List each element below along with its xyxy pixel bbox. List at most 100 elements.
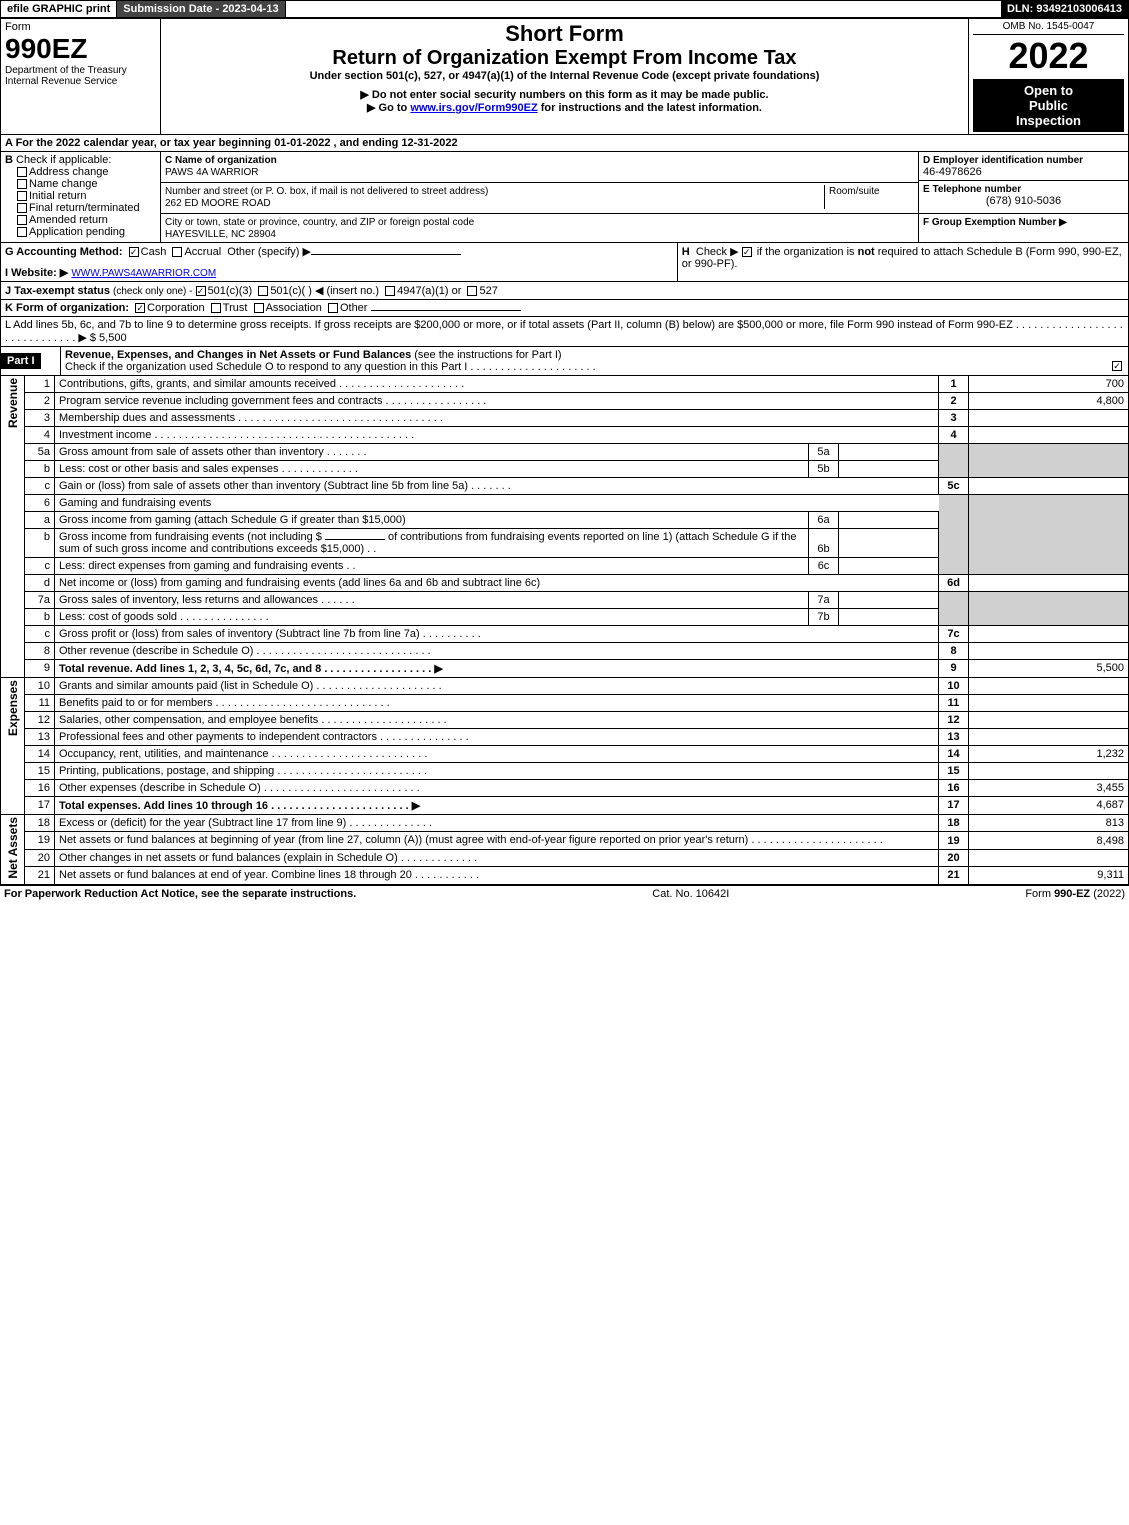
l15-txt: Printing, publications, postage, and shi… (55, 763, 939, 780)
chk-501c[interactable] (258, 286, 268, 296)
l17-box: 17 (939, 797, 969, 815)
l6c-no: c (25, 558, 55, 575)
chk-final[interactable] (17, 203, 27, 213)
street-label: Number and street (or P. O. box, if mail… (165, 186, 488, 197)
chk-4947[interactable] (385, 286, 395, 296)
l6b-amtsh (969, 529, 1129, 558)
l19-amt: 8,498 (969, 832, 1129, 849)
chk-addr[interactable] (17, 167, 27, 177)
l5a-txt: Gross amount from sale of assets other t… (55, 444, 809, 461)
chk-parti-o[interactable]: ✓ (1112, 361, 1122, 371)
l5a-sub: 5a (809, 444, 839, 461)
l15-box: 15 (939, 763, 969, 780)
l6c-sub: 6c (809, 558, 839, 575)
l3-no: 3 (25, 410, 55, 427)
footer-right-bold: 990-EZ (1054, 888, 1090, 900)
b-pending: Application pending (29, 226, 125, 238)
j-cinsert: ) ◀ (insert no.) (308, 285, 379, 297)
chk-trust[interactable] (211, 303, 221, 313)
l6d-txt: Net income or (loss) from gaming and fun… (55, 575, 939, 592)
l6c-amtsh (969, 558, 1129, 575)
footer-left: For Paperwork Reduction Act Notice, see … (4, 888, 356, 900)
l6-no: 6 (25, 495, 55, 512)
b-name: Name change (29, 178, 98, 190)
g-other-line[interactable] (311, 254, 461, 255)
l7a-subamt (839, 592, 939, 609)
l7c-amt (969, 626, 1129, 643)
l7b-boxsh (939, 609, 969, 626)
section-c-name: C Name of organization PAWS 4A WARRIOR (161, 152, 919, 182)
l7a-sub: 7a (809, 592, 839, 609)
l6b-subamt (839, 529, 939, 558)
form-number: 990EZ (5, 33, 156, 65)
l12-no: 12 (25, 712, 55, 729)
footer: For Paperwork Reduction Act Notice, see … (0, 885, 1129, 902)
l8-box: 8 (939, 643, 969, 660)
chk-amended[interactable] (17, 215, 27, 225)
b-label: B (5, 154, 13, 166)
l1-txt: Contributions, gifts, grants, and simila… (55, 376, 939, 393)
chk-initial[interactable] (17, 191, 27, 201)
l1-no: 1 (25, 376, 55, 393)
l9-box: 9 (939, 660, 969, 678)
j-527: 527 (479, 285, 497, 297)
l6c-boxsh (939, 558, 969, 575)
l7b-no: b (25, 609, 55, 626)
chk-pending[interactable] (17, 227, 27, 237)
l7b-subamt (839, 609, 939, 626)
k-other-line[interactable] (371, 310, 521, 311)
l6-boxsh (939, 495, 969, 512)
irs-link[interactable]: www.irs.gov/Form990EZ (410, 102, 537, 114)
l5a-no: 5a (25, 444, 55, 461)
phone-value: (678) 910-5036 (923, 195, 1124, 207)
l8-txt: Other revenue (describe in Schedule O) .… (55, 643, 939, 660)
l6a-txt: Gross income from gaming (attach Schedul… (55, 512, 809, 529)
l16-no: 16 (25, 780, 55, 797)
l8-no: 8 (25, 643, 55, 660)
k-other: Other (340, 302, 368, 314)
open3: Inspection (977, 113, 1120, 128)
chk-501c3[interactable]: ✓ (196, 286, 206, 296)
c-label: C Name of organization (165, 155, 277, 166)
chk-527[interactable] (467, 286, 477, 296)
chk-assoc[interactable] (254, 303, 264, 313)
k-trust: Trust (223, 302, 248, 314)
footer-mid: Cat. No. 10642I (652, 888, 729, 900)
l7b-sub: 7b (809, 609, 839, 626)
l7a-amtsh (969, 592, 1129, 609)
l20-no: 20 (25, 849, 55, 866)
l7c-txt: Gross profit or (loss) from sales of inv… (55, 626, 939, 643)
l17-no: 17 (25, 797, 55, 815)
l12-txt: Salaries, other compensation, and employ… (55, 712, 939, 729)
l8-amt (969, 643, 1129, 660)
l5c-box: 5c (939, 478, 969, 495)
chk-cash[interactable]: ✓ (129, 247, 139, 257)
part-i-header: Part I Revenue, Expenses, and Changes in… (0, 347, 1129, 376)
l14-box: 14 (939, 746, 969, 763)
l2-amt: 4,800 (969, 393, 1129, 410)
info-table: B Check if applicable: Address change Na… (0, 152, 1129, 243)
l2-no: 2 (25, 393, 55, 410)
l5c-txt: Gain or (loss) from sale of assets other… (55, 478, 939, 495)
chk-h[interactable]: ✓ (742, 247, 752, 257)
chk-name[interactable] (17, 179, 27, 189)
l6b-txt1: Gross income from fundraising events (no… (59, 531, 322, 543)
website-link[interactable]: WWW.PAWS4AWARRIOR.COM (71, 268, 216, 279)
d-label: D Employer identification number (923, 155, 1083, 166)
l15-no: 15 (25, 763, 55, 780)
chk-corp[interactable]: ✓ (135, 303, 145, 313)
l7a-boxsh (939, 592, 969, 609)
l6b-blank[interactable] (325, 539, 385, 540)
l5a-boxsh (939, 444, 969, 461)
l5a-subamt (839, 444, 939, 461)
section-b: B Check if applicable: Address change Na… (1, 152, 161, 243)
efile-label[interactable]: efile GRAPHIC print (1, 1, 117, 17)
k-label: K Form of organization: (5, 302, 129, 314)
b-final: Final return/terminated (29, 202, 140, 214)
section-l: L Add lines 5b, 6c, and 7b to line 9 to … (0, 317, 1129, 347)
l11-amt (969, 695, 1129, 712)
chk-accrual[interactable] (172, 247, 182, 257)
l21-no: 21 (25, 867, 55, 884)
j-c: 501(c)( (270, 285, 305, 297)
chk-other[interactable] (328, 303, 338, 313)
